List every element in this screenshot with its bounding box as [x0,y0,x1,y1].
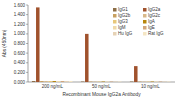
x-tick-label: 50 ng/mL [92,84,111,89]
bar [110,81,113,82]
legend-swatch [143,20,147,24]
bar [69,81,72,82]
x-axis-label: Recombinant Mouse IgG2a Antibody [62,92,141,97]
bar [167,81,170,82]
legend-swatch [143,26,147,30]
legend-swatch [113,32,117,36]
legend-label: IgA [148,19,155,24]
legend-swatch [143,14,147,18]
y-tick-label: 1.400 [14,12,26,17]
legend-label: Rat IgG [148,31,164,36]
legend-label: Hu IgG [118,31,133,36]
bar [57,81,60,82]
y-tick-label: 1.000 [14,31,26,36]
legend-label: IgG2b [118,13,131,18]
bar [155,81,158,82]
legend-swatch [143,8,147,12]
bar [142,81,145,82]
bar [53,81,56,82]
chart: 0.000 0.200 0.400 0.600 0.800 1.000 1.200 1.400… [0,0,177,105]
legend-label: IgE [148,25,155,30]
bar [138,81,141,82]
bar [159,81,162,82]
bar [97,81,100,82]
x-axis [28,82,175,83]
bar [163,81,166,82]
legend-swatch [143,32,147,36]
bar [40,81,43,82]
legend-swatch [113,8,117,12]
legend-swatch [113,14,117,18]
x-tick-label: 200 ng/mL [42,84,64,89]
bar [81,81,84,82]
legend-swatch [113,20,117,24]
bar [36,7,39,82]
y-tick-label: 1.200 [14,22,26,27]
y-tick-label: 0.800 [14,41,26,46]
bar [32,81,35,82]
y-axis [28,5,29,82]
y-tick-label: 0.400 [14,60,26,65]
x-tick-label: 10 ng/mL [141,84,160,89]
legend-label: IgG1 [118,7,128,12]
y-tick-label: 0.000 [14,80,26,85]
bars [32,7,171,82]
legend-label: IgG2c [148,13,161,18]
bar [134,66,137,82]
bar [89,81,92,82]
legend-swatch [113,26,117,30]
legend-label: IgG2a [148,7,161,12]
bar [146,81,149,82]
bar [44,81,47,82]
bar [61,81,64,82]
bar [106,81,109,82]
y-tick-label: 0.600 [14,51,26,56]
bar [130,81,133,82]
legend-label: IgG3 [118,19,128,24]
bar [85,34,88,82]
bar [48,81,51,82]
bar [102,81,105,82]
y-tick-label: 1.600 [14,3,26,8]
y-axis-label: Abs (450nm) [2,29,7,57]
bar [65,81,68,82]
legend-label: IgM [118,25,126,30]
y-tick-label: 0.200 [14,70,26,75]
bar [93,81,96,82]
bar [118,81,121,82]
bar [151,81,154,82]
bar [114,81,117,82]
legend: IgG1 IgG2a IgG2b IgG2c IgG3 IgA IgM IgE Hu IgG Ra… [113,7,164,36]
